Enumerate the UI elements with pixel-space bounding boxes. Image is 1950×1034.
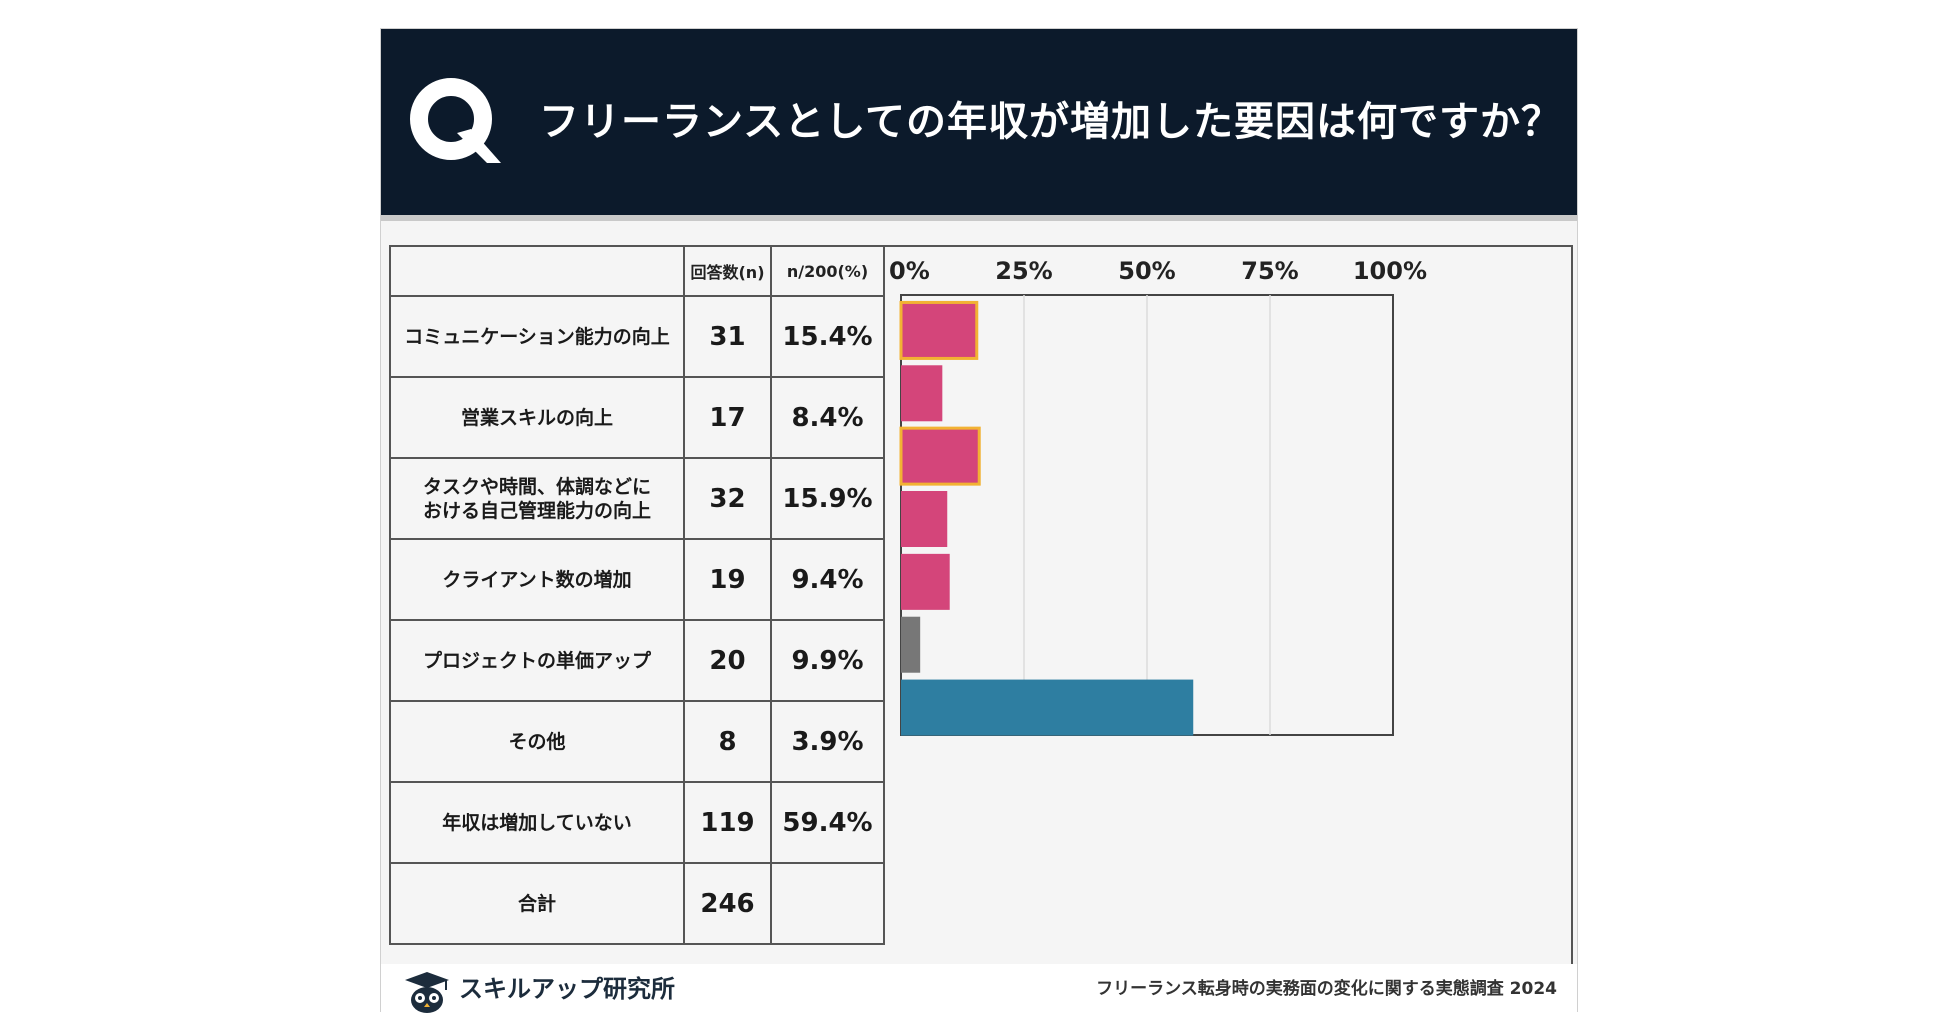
survey-card: フリーランスとしての年収が増加した要因は何ですか？ 回答数(n) n/200(%… bbox=[380, 28, 1578, 1013]
row-count: 31 bbox=[683, 295, 772, 378]
brand-name: スキルアップ研究所 bbox=[459, 975, 675, 1003]
row-count: 17 bbox=[683, 376, 772, 459]
row-pct: 3.9% bbox=[770, 700, 885, 783]
table-row: タスクや時間、体調などにおける自己管理能力の向上 32 15.9% bbox=[389, 457, 885, 540]
bar bbox=[901, 679, 1194, 736]
footer: スキルアップ研究所 フリーランス転身時の実務面の変化に関する実態調査 2024 bbox=[381, 964, 1577, 1013]
bar-chart: 0% 25% 50% 75% 100% bbox=[881, 245, 1573, 967]
row-count: 19 bbox=[683, 538, 772, 621]
bar bbox=[901, 365, 943, 422]
bar bbox=[899, 426, 981, 486]
table-row: 年収は増加していない 119 59.4% bbox=[389, 781, 885, 864]
row-pct: 59.4% bbox=[770, 781, 885, 864]
table-row: その他 8 3.9% bbox=[389, 700, 885, 783]
row-label: タスクや時間、体調などにおける自己管理能力の向上 bbox=[389, 457, 685, 540]
row-label: 営業スキルの向上 bbox=[389, 376, 685, 459]
bar bbox=[901, 616, 921, 673]
row-count: 20 bbox=[683, 619, 772, 702]
row-pct: 15.9% bbox=[770, 457, 885, 540]
row-label: コミュニケーション能力の向上 bbox=[389, 295, 685, 378]
table-total-row: 合計 246 bbox=[389, 862, 885, 945]
results-table: 回答数(n) n/200(%) コミュニケーション能力の向上 31 15.4% … bbox=[389, 245, 885, 945]
table-row: プロジェクトの単価アップ 20 9.9% bbox=[389, 619, 885, 702]
bar bbox=[901, 553, 950, 610]
header-pct-cell: n/200(%) bbox=[770, 245, 885, 297]
row-count: 32 bbox=[683, 457, 772, 540]
table-row: コミュニケーション能力の向上 31 15.4% bbox=[389, 295, 885, 378]
bar bbox=[901, 491, 948, 547]
row-count: 119 bbox=[683, 781, 772, 864]
x-tick-label: 0% bbox=[889, 257, 930, 285]
row-pct: 8.4% bbox=[770, 376, 885, 459]
row-label: 年収は増加していない bbox=[389, 781, 685, 864]
survey-source: フリーランス転身時の実務面の変化に関する実態調査 2024 bbox=[1096, 979, 1557, 999]
total-count: 246 bbox=[683, 862, 772, 945]
row-label: その他 bbox=[389, 700, 685, 783]
row-count: 8 bbox=[683, 700, 772, 783]
header-count-cell: 回答数(n) bbox=[683, 245, 772, 297]
row-label: プロジェクトの単価アップ bbox=[389, 619, 685, 702]
x-tick-label: 25% bbox=[995, 257, 1052, 285]
x-tick-label: 50% bbox=[1118, 257, 1175, 285]
row-pct: 15.4% bbox=[770, 295, 885, 378]
table-row: 営業スキルの向上 17 8.4% bbox=[389, 376, 885, 459]
row-label: クライアント数の増加 bbox=[389, 538, 685, 621]
x-tick-label: 75% bbox=[1241, 257, 1298, 285]
owl-graduate-logo-icon bbox=[405, 972, 449, 1013]
x-tick-label: 100% bbox=[1353, 257, 1427, 285]
total-pct bbox=[770, 862, 885, 945]
table-row: クライアント数の増加 19 9.4% bbox=[389, 538, 885, 621]
question-title: フリーランスとしての年収が増加した要因は何ですか？ bbox=[539, 99, 1562, 145]
row-pct: 9.4% bbox=[770, 538, 885, 621]
bar-chart-svg: 0% 25% 50% 75% 100% bbox=[889, 257, 1427, 736]
q-mark-icon bbox=[410, 78, 501, 163]
question-header: フリーランスとしての年収が増加した要因は何ですか？ bbox=[381, 29, 1577, 221]
total-label: 合計 bbox=[389, 862, 685, 945]
table-header-row: 回答数(n) n/200(%) bbox=[389, 245, 885, 297]
row-pct: 9.9% bbox=[770, 619, 885, 702]
header-label-cell bbox=[389, 245, 685, 297]
bar bbox=[899, 300, 979, 360]
